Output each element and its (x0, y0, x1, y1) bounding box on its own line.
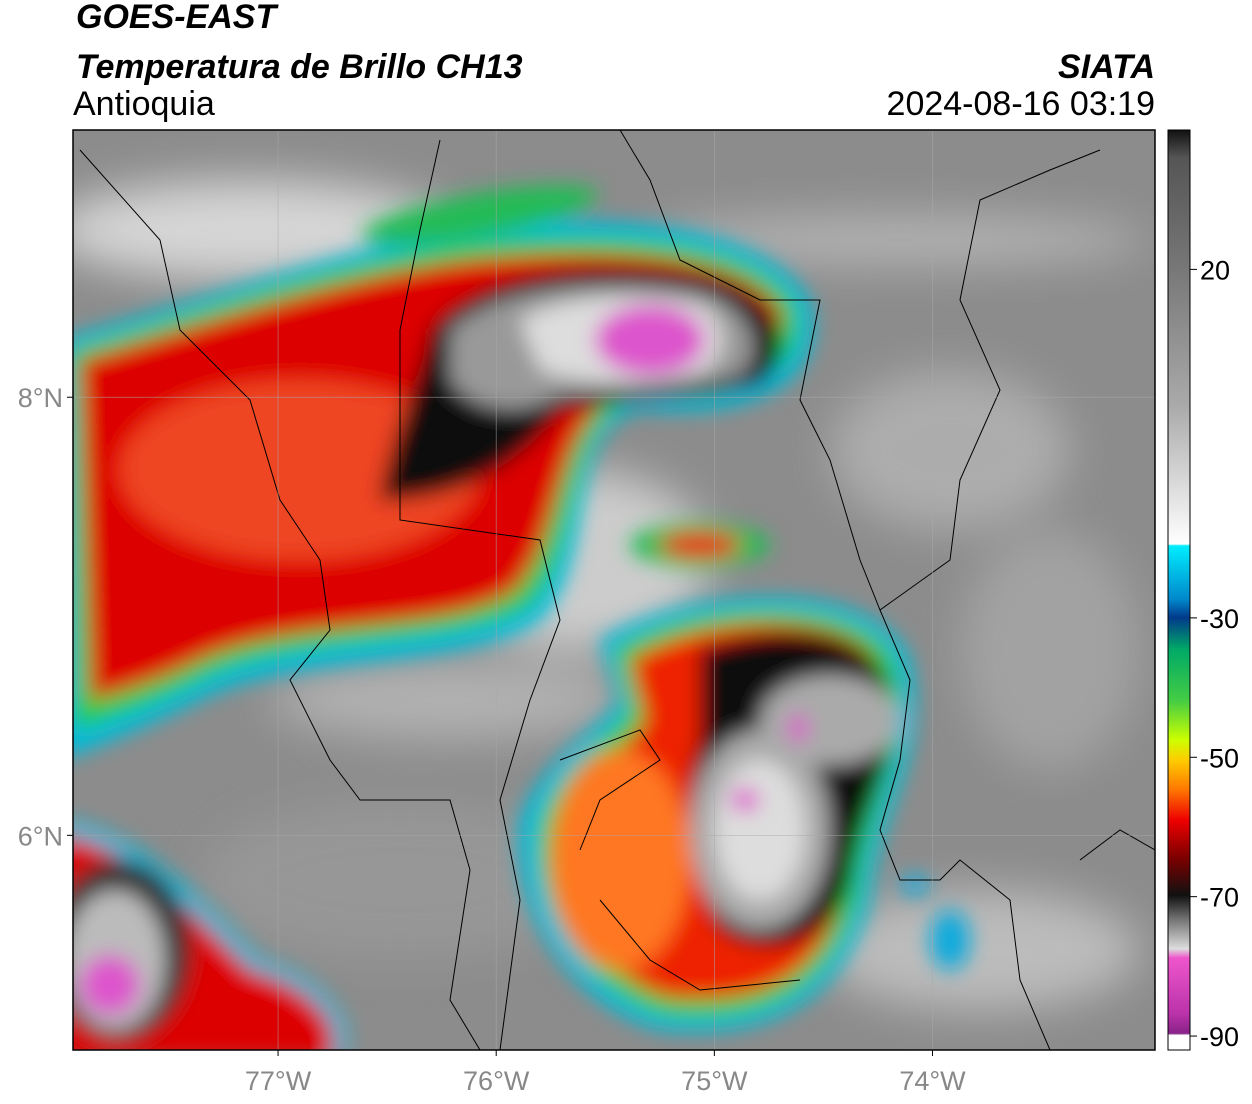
source: SIATA (1058, 48, 1155, 86)
satellite-image (73, 130, 1155, 1050)
y-tick-label: 8°N (18, 383, 63, 413)
y-tick-label: 6°N (18, 821, 63, 851)
colorbar-tick-label: -90 (1200, 1022, 1239, 1052)
region: Antioquia (73, 85, 215, 123)
title: GOES-EAST (76, 0, 279, 36)
x-tick-label: 76°W (463, 1066, 530, 1096)
subtitle: Temperatura de Brillo CH13 (76, 48, 523, 86)
colorbar-tick-label: -50 (1200, 743, 1239, 773)
colorbar-tick-label: -70 (1200, 883, 1239, 913)
x-tick-label: 74°W (899, 1066, 966, 1096)
colorbar (1167, 129, 1191, 1051)
graticule (73, 130, 1155, 1050)
x-tick-label: 75°W (681, 1066, 748, 1096)
datetime: 2024-08-16 03:19 (887, 85, 1155, 123)
colorbar-tick-label: 20 (1200, 255, 1230, 285)
colorbar-tick-label: -30 (1200, 604, 1239, 634)
borders (79, 130, 1155, 1050)
map-frame (72, 129, 1156, 1051)
x-tick-label: 77°W (245, 1066, 312, 1096)
